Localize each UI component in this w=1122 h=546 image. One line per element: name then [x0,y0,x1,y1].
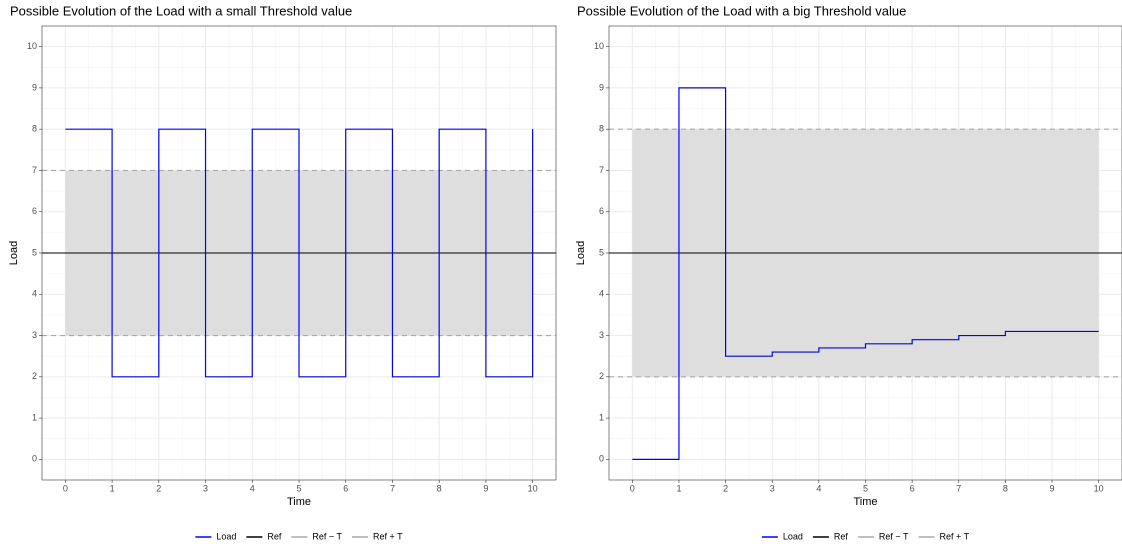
y-tick-label: 5 [599,247,604,257]
legend-label: Ref + T [940,531,970,541]
x-axis-title: Time [853,496,877,508]
x-tick-label: 6 [343,483,348,493]
y-tick-label: 2 [32,371,37,381]
legend: Load Ref Ref − T Ref + T [761,531,970,541]
x-tick-label: 1 [110,483,115,493]
y-tick-label: 4 [32,289,37,299]
x-tick-label: 9 [1050,483,1055,493]
legend-label: Load [216,531,236,541]
y-tick-label: 9 [32,82,37,92]
y-tick-label: 7 [599,165,604,175]
legend-label: Ref + T [373,531,403,541]
y-tick-label: 7 [32,165,37,175]
x-tick-label: 4 [816,483,821,493]
y-tick-label: 8 [599,124,604,134]
y-tick-label: 10 [594,41,604,51]
x-tick-label: 1 [676,483,681,493]
y-tick-label: 3 [599,330,604,340]
x-tick-label: 7 [390,483,395,493]
x-tick-label: 4 [250,483,255,493]
x-tick-label: 0 [630,483,635,493]
y-axis-title: Load [8,241,20,265]
x-tick-label: 2 [723,483,728,493]
chart-title: Possible Evolution of the Load with a bi… [577,3,906,18]
x-axis-title: Time [287,496,311,508]
y-axis-title: Load [575,241,587,265]
legend-label: Ref [834,531,849,541]
x-tick-label: 8 [1003,483,1008,493]
y-tick-label: 5 [32,247,37,257]
y-tick-label: 0 [32,454,37,464]
chart: Possible Evolution of the Load with a bi… [575,3,1122,541]
y-tick-label: 4 [599,289,604,299]
load-line [65,128,534,378]
x-tick-label: 6 [910,483,915,493]
y-tick-label: 6 [32,206,37,216]
x-tick-label: 7 [956,483,961,493]
y-tick-label: 9 [599,82,604,92]
legend-label: Load [783,531,803,541]
chart-title: Possible Evolution of the Load with a sm… [10,3,352,18]
x-tick-label: 10 [1094,483,1104,493]
chart: Possible Evolution of the Load with a sm… [8,3,557,541]
x-tick-label: 5 [296,483,301,493]
x-tick-label: 0 [63,483,68,493]
x-tick-label: 8 [437,483,442,493]
x-tick-label: 9 [483,483,488,493]
y-tick-label: 2 [599,371,604,381]
y-tick-label: 6 [599,206,604,216]
y-tick-label: 1 [599,412,604,422]
y-tick-label: 3 [32,330,37,340]
x-tick-label: 2 [156,483,161,493]
load-line [632,87,1099,460]
y-tick-label: 1 [32,412,37,422]
x-tick-label: 10 [528,483,538,493]
y-tick-label: 10 [27,41,37,51]
x-tick-label: 3 [203,483,208,493]
x-tick-label: 3 [770,483,775,493]
legend-label: Ref − T [312,531,342,541]
x-tick-label: 5 [863,483,868,493]
y-tick-label: 8 [32,124,37,134]
y-tick-label: 0 [599,454,604,464]
legend-label: Ref − T [879,531,909,541]
legend-label: Ref [267,531,282,541]
legend: Load Ref Ref − T Ref + T [195,531,403,541]
